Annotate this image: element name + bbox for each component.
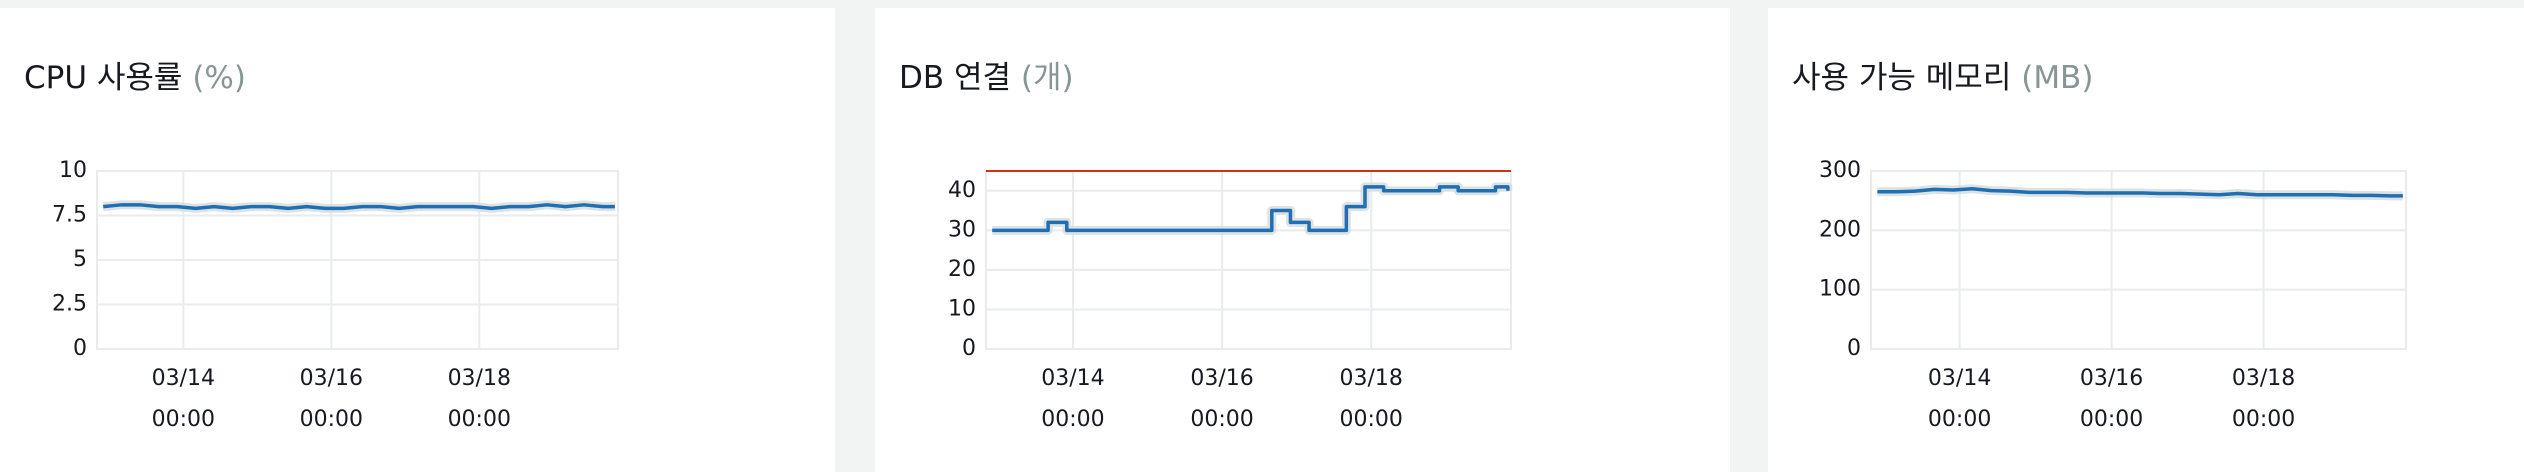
y-tick-label: 0	[962, 336, 976, 361]
x-tick-label: 03/14 00:00	[1927, 366, 1992, 432]
x-tick-label: 03/18 00:00	[2231, 366, 2296, 432]
x-tick-label: 03/14 00:00	[1041, 366, 1105, 432]
y-tick-label: 10	[948, 296, 976, 321]
title-unit: (개)	[1020, 60, 1074, 96]
y-tick-label: 2.5	[52, 292, 87, 317]
panel-title: 사용 가능 메모리 (MB)	[1792, 52, 2093, 97]
series-line	[992, 185, 1510, 233]
y-tick-label: 300	[1819, 158, 1861, 183]
chart: 0 2.5 5 7.5 10	[52, 158, 619, 361]
x-tick-label: 03/16 00:00	[1190, 366, 1254, 432]
metric-panel: 사용 가능 메모리 (MB) 0 100 200 300 03/14 00:00 03/16…	[1768, 8, 2524, 472]
y-tick-label: 10	[59, 158, 87, 183]
y-tick-label: 0	[73, 336, 87, 361]
series-line	[1877, 187, 2403, 198]
title-text: 사용 가능 메모리	[1792, 60, 2012, 96]
y-tick-label: 7.5	[52, 203, 87, 228]
y-tick-label: 40	[948, 178, 976, 203]
chart: 0 100 200 300	[1819, 158, 2407, 361]
y-tick-label: 200	[1819, 217, 1861, 242]
metric-panel: DB 연결 (개) 0 10 20 30 40 03/14 00:00 03/16 00:00…	[875, 8, 1730, 472]
x-tick-label: 03/14 00:00	[151, 366, 216, 432]
metric-panel: CPU 사용률 (%) 0 2.5 5 7.5 10 03/14 00:00 03/16 00…	[0, 8, 835, 472]
title-text: CPU 사용률	[24, 60, 183, 96]
y-tick-label: 100	[1819, 277, 1861, 302]
panel-title: DB 연결 (개)	[899, 52, 1074, 97]
chart: 0 10 20 30 40	[948, 170, 1513, 361]
x-tick-label: 03/16 00:00	[2079, 366, 2144, 432]
title-unit: (%)	[192, 60, 246, 96]
title-text: DB 연결	[899, 60, 1012, 96]
series-line	[102, 203, 615, 211]
title-unit: (MB)	[2021, 60, 2094, 96]
x-tick-label: 03/16 00:00	[299, 366, 363, 432]
series-band	[992, 182, 1513, 235]
y-tick-label: 5	[73, 247, 87, 272]
panel-title: CPU 사용률 (%)	[24, 52, 246, 97]
x-tick-label: 03/18 00:00	[1339, 366, 1403, 432]
plot-frame	[985, 170, 1512, 350]
y-tick-label: 20	[948, 257, 976, 282]
x-tick-label: 03/18 00:00	[447, 366, 511, 432]
y-tick-label: 30	[948, 217, 976, 242]
y-tick-label: 0	[1847, 336, 1861, 361]
